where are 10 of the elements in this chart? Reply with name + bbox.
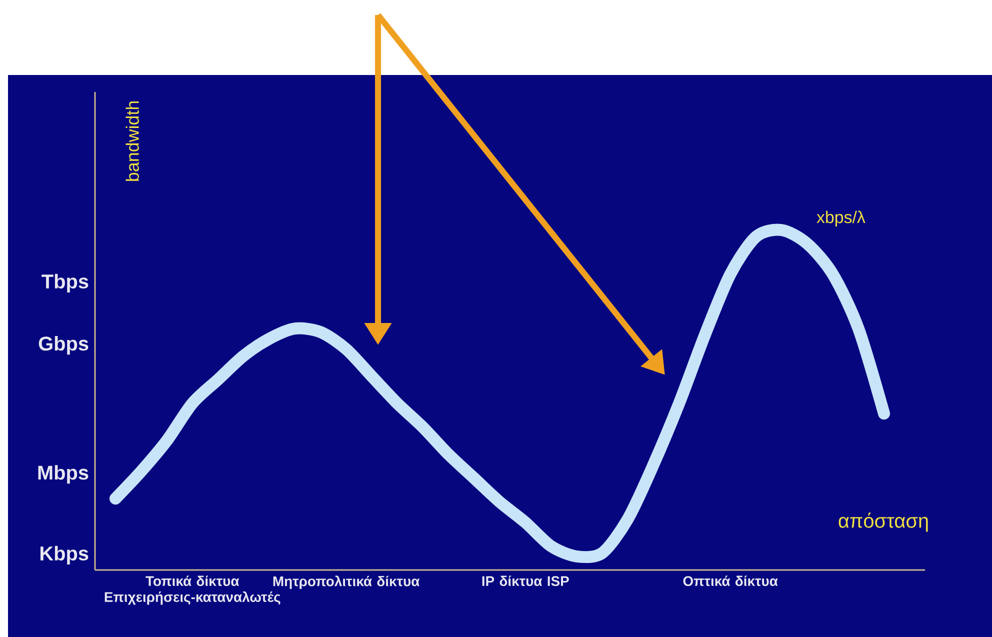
x-tick-label: IP δίκτυα ISP xyxy=(482,576,569,586)
x-axis-title: απόσταση xyxy=(838,512,928,532)
text: xbps/λ xyxy=(816,210,866,227)
text: Gbps xyxy=(38,336,88,355)
x-tick-label: Μητροπολιτικά δίκτυα xyxy=(273,576,420,589)
text: Tbps xyxy=(42,274,88,292)
text: Mbps xyxy=(38,465,88,484)
text: Kbps xyxy=(40,546,88,564)
x-tick-label: Οπτικά δίκτυα xyxy=(683,576,778,586)
y-axis-title: bandwidth xyxy=(126,101,139,181)
